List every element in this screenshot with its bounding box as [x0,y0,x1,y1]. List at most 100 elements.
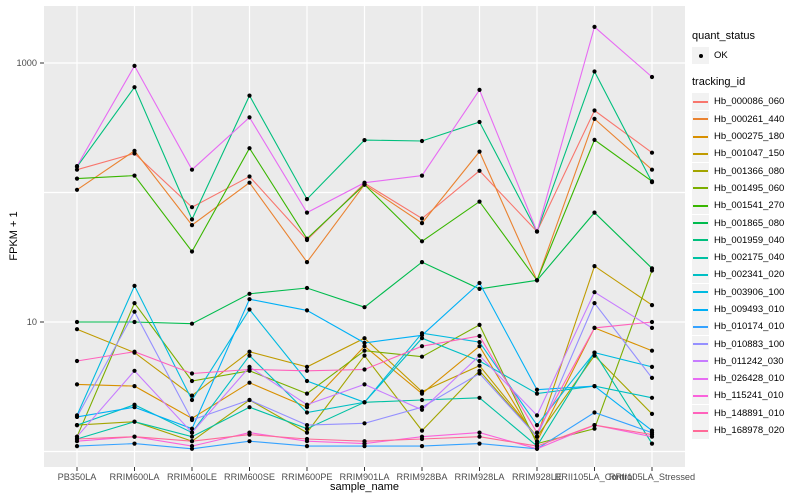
data-point [132,384,137,389]
data-point [477,87,482,92]
data-point [477,358,482,364]
data-point [132,309,137,314]
point-symbol-icon [698,53,703,58]
legend-key-box [692,387,709,405]
data-point [592,24,597,29]
data-point [189,397,195,403]
legend-item-label: Hb_001865_080 [714,217,785,229]
data-point [189,321,195,326]
data-point [74,444,80,449]
data-point [304,426,310,431]
legend-line-swatch [693,135,708,138]
data-point [592,325,597,330]
data-point [419,138,425,144]
legend-item-Hb_148891_010: Hb_148891_010 [692,404,784,422]
data-point [189,167,195,172]
legend-item-label: Hb_001366_080 [714,165,785,177]
legend-key-box [692,128,709,146]
data-point [592,301,597,306]
legend-key-box [692,145,709,163]
x-tick-label: RRIM600LE [167,472,217,482]
data-point [304,402,310,407]
data-point [649,395,655,400]
data-point [592,353,597,358]
legend-key-box [692,422,709,440]
data-point [189,378,195,384]
data-point [304,197,310,202]
data-point [304,391,310,396]
legend-item-label: Hb_001495_060 [714,182,785,194]
legend-line-swatch [693,394,708,397]
legend-item-label: Hb_000275_180 [714,131,785,143]
legend-title-quant-status: quant_status [692,30,755,42]
legend-item-Hb_011242_030: Hb_011242_030 [692,352,784,370]
data-point [649,432,655,437]
data-point [247,180,252,185]
data-point [419,428,425,433]
data-point [247,115,252,120]
data-point [592,137,597,142]
data-point [189,205,195,210]
legend-item-Hb_000086_060: Hb_000086_060 [692,93,784,111]
data-point [189,417,195,423]
data-point [189,393,195,398]
data-point [592,410,597,415]
data-point [247,432,252,437]
legend-line-swatch [693,256,708,259]
axis-ticks [40,62,653,471]
legend-item-Hb_003906_100: Hb_003906_100 [692,283,784,301]
legend-item-label: Hb_002175_040 [714,252,785,264]
legend-item-label: Hb_001541_270 [714,200,785,212]
legend-key-box [692,197,709,215]
data-point [247,367,252,372]
legend-item-Hb_002175_040: Hb_002175_040 [692,249,785,267]
data-point [132,368,137,373]
legend-line-swatch [693,187,708,190]
legend-line-swatch [693,429,708,432]
tick-labels: PB350LA RRIM600LA RRIM600LE RRIM600SE RRIM60… [17,58,696,482]
legend-line-swatch [693,170,708,173]
legend-line-swatch [693,412,708,415]
legend-item-Hb_001959_040: Hb_001959_040 [692,231,784,249]
data-point [477,395,482,400]
legend-title-tracking-id: tracking_id [692,76,746,89]
data-point [477,280,482,286]
x-tick-label: RRIM600PE [281,472,332,482]
data-point [534,278,540,283]
data-point [189,426,195,431]
data-point [304,236,310,241]
data-point [189,223,195,228]
data-point [362,353,367,358]
legend-key-box [692,93,709,111]
legend-key-box [692,231,709,249]
legend-series-list: Hb_000086_060 Hb_000261_440 Hb_000275_180 H… [692,93,785,440]
data-point [419,354,425,359]
data-point [362,367,367,372]
data-point [247,297,252,302]
legend-line-swatch [693,325,708,328]
data-point [247,307,252,312]
data-point [247,146,252,151]
x-tick-label: PB350LA [58,472,98,482]
data-point [477,353,482,358]
data-point [477,344,482,349]
x-tick-label: RRIM600SE [224,472,275,482]
data-point [132,173,137,178]
data-point [649,441,655,446]
legend-item-label: Hb_115241_010 [714,390,784,402]
data-point [304,410,310,415]
data-point [74,176,80,181]
data-point [649,266,655,271]
data-point [304,436,310,442]
data-point [74,358,80,364]
data-point [592,290,597,295]
legend-key-box [692,318,709,336]
legend-line-swatch [693,291,708,294]
legend-item-Hb_115241_010: Hb_115241_010 [692,387,784,405]
data-point [534,413,540,418]
data-point [74,327,80,332]
data-point [74,414,80,419]
legend-item-label: Hb_010174_010 [714,321,785,333]
data-point [592,210,597,215]
legend-item-Hb_001495_060: Hb_001495_060 [692,179,785,197]
